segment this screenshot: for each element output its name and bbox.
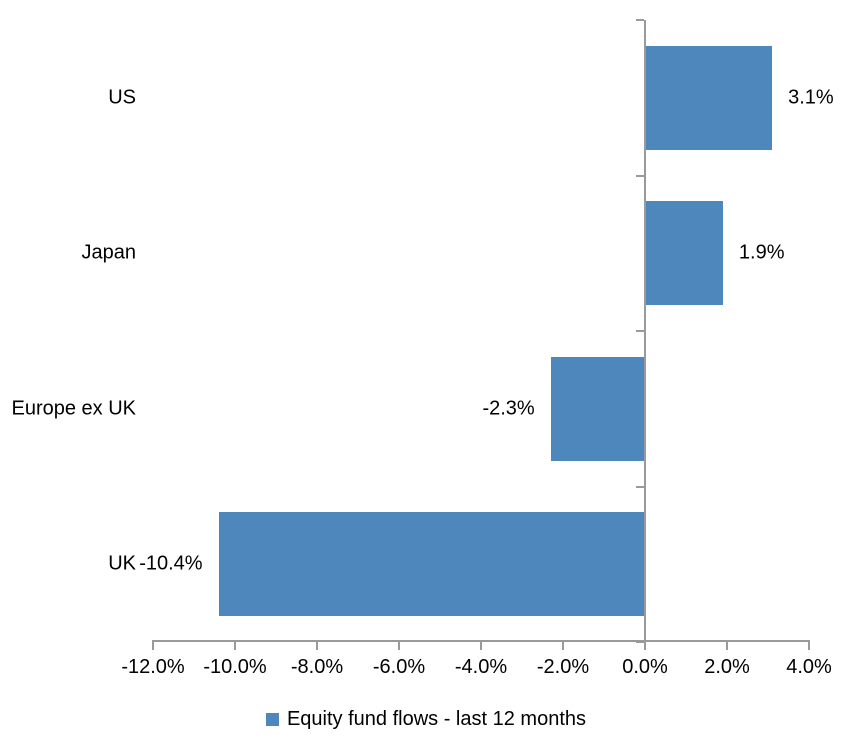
bar-japan (645, 201, 723, 306)
x-axis-line (152, 640, 810, 642)
legend-swatch-icon (265, 712, 279, 726)
bar-europe-ex-uk (550, 356, 645, 461)
x-axis-tick (562, 642, 564, 650)
x-tick-label: 4.0% (786, 656, 832, 678)
value-label: 3.1% (788, 86, 834, 109)
value-label: -10.4% (139, 552, 203, 575)
x-axis-tick (316, 642, 318, 650)
x-axis-tick (398, 642, 400, 650)
x-axis-tick (152, 642, 154, 650)
x-axis-tick (644, 642, 646, 650)
category-axis-tick (636, 330, 644, 332)
x-tick-label: -12.0% (121, 656, 185, 678)
x-axis-tick (808, 642, 810, 650)
category-label: Japan (81, 241, 137, 264)
x-tick-label: -2.0% (536, 656, 590, 678)
category-label: UK (108, 552, 136, 575)
bar-uk (218, 512, 645, 617)
x-tick-label: -4.0% (454, 656, 508, 678)
category-axis-tick (636, 174, 644, 177)
category-label: US (108, 86, 136, 109)
x-tick-label: -8.0% (290, 656, 344, 678)
value-label: 1.9% (738, 241, 785, 264)
x-tick-label: 2.0% (704, 656, 750, 678)
category-axis-tick (636, 19, 644, 21)
x-tick-label: 0.0% (622, 656, 668, 678)
legend: Equity fund flows - last 12 months (0, 702, 852, 736)
x-axis-tick (480, 642, 482, 650)
x-axis-tick (234, 642, 236, 650)
category-label: Europe ex UK (11, 397, 136, 420)
x-tick-label: -10.0% (203, 656, 267, 678)
bar-us (645, 45, 773, 150)
category-axis-tick (636, 641, 644, 643)
value-label: -2.3% (482, 397, 535, 420)
plot-area: US 3.1% Japan 1.9% Europe ex UK -2.3% UK -10.4%… (11, 19, 834, 678)
category-axis-tick (636, 485, 644, 488)
x-axis-tick (726, 642, 728, 650)
x-tick-label: -6.0% (372, 656, 426, 678)
zero-axis-line (644, 20, 646, 650)
legend-label: Equity fund flows - last 12 months (286, 707, 587, 730)
